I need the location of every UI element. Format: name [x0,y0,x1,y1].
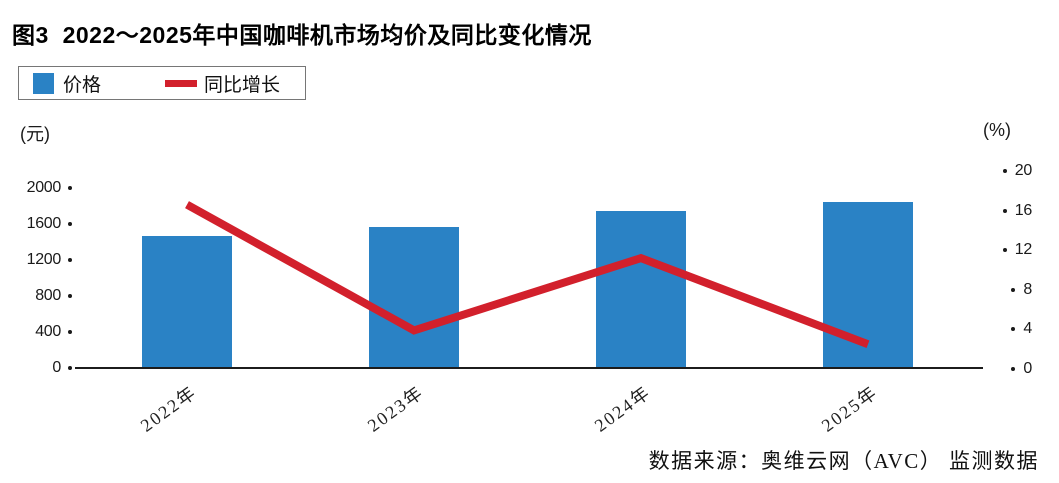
right-tick-label: 8 [1023,280,1032,298]
right-axis-tick: 0 [986,359,1032,379]
left-axis-tick: 2000 [0,178,72,198]
tick-dot-icon [1002,169,1007,173]
legend-price-label: 价格 [63,74,102,96]
left-tick-label: 800 [35,287,61,304]
right-axis-tick: 20 [986,161,1032,181]
tick-dot-icon [68,366,72,370]
right-tick-label: 16 [1014,201,1033,219]
tick-dot-icon [68,294,72,298]
left-axis-tick: 400 [0,322,72,342]
legend: 价格 同比增长 [18,66,306,100]
price-bar-swatch-icon [33,72,54,94]
data-source-note: 数据来源：奥维云网（AVC） 监测数据 [648,449,1039,473]
right-axis-tick: 12 [986,240,1032,260]
price-bar-2024年 [596,211,686,368]
left-axis-tick: 0 [0,358,72,378]
price-bar-2022年 [142,235,232,368]
left-axis-tick: 800 [0,286,72,306]
left-tick-label: 2000 [26,179,62,196]
chart-title: 图3 2022～2025年中国咖啡机市场均价及同比变化情况 [12,22,592,48]
legend-yoy-label: 同比增长 [204,74,281,96]
yoy-line-path [185,201,870,348]
left-axis-unit: (元) [20,124,50,144]
left-tick-label: 400 [35,323,61,340]
tick-dot-icon [1002,208,1007,213]
right-tick-label: 12 [1014,241,1033,259]
tick-dot-icon [68,186,72,190]
left-tick-label: 1600 [26,215,62,232]
tick-dot-icon [68,330,72,334]
right-axis-tick: 8 [986,280,1032,300]
x-axis-label: 2024年 [590,381,655,436]
x-axis-label: 2025年 [817,381,882,436]
tick-dot-icon [1011,287,1016,292]
right-axis-unit: (%) [983,120,1011,140]
right-axis-tick: 4 [986,319,1032,339]
tick-dot-icon [1011,327,1016,332]
tick-dot-icon [1011,367,1016,371]
price-bar-2025年 [823,202,913,368]
left-axis-tick: 1600 [0,214,72,234]
tick-dot-icon [1002,248,1007,253]
tick-dot-icon [68,258,72,262]
x-axis-label: 2023年 [363,381,428,436]
right-tick-label: 20 [1014,162,1033,179]
x-axis-line [75,367,983,369]
tick-dot-icon [68,222,72,226]
x-axis-label: 2022年 [136,381,201,436]
yoy-line-swatch-icon [165,79,198,87]
left-tick-label: 1200 [26,251,62,268]
left-tick-label: 0 [52,359,61,376]
right-tick-label: 4 [1023,320,1032,338]
price-bar-2023年 [369,226,459,368]
right-tick-label: 0 [1023,360,1032,377]
left-axis-tick: 1200 [0,250,72,270]
right-axis-tick: 16 [986,201,1032,221]
